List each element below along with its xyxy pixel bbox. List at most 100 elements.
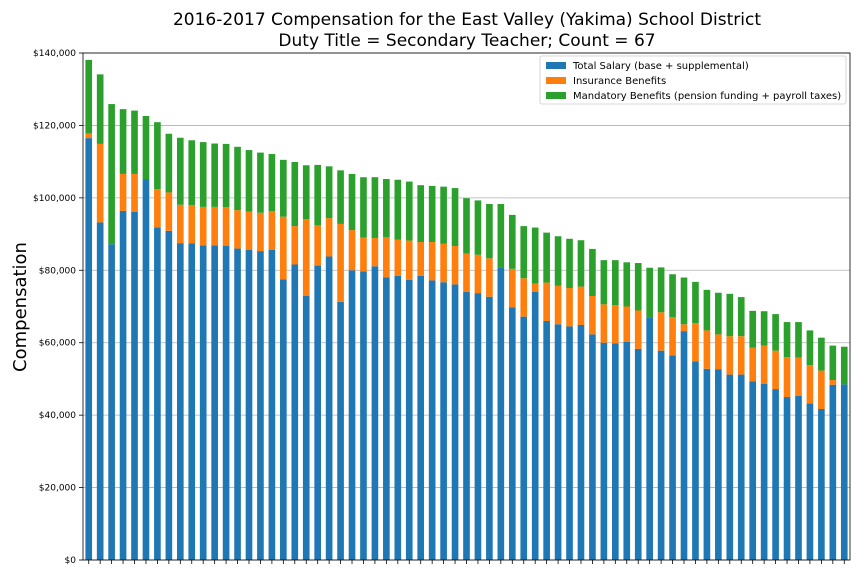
- bar-segment-salary: [348, 270, 356, 560]
- bar-segment-salary: [474, 293, 482, 560]
- bar-segment-mandatory: [703, 289, 711, 331]
- bar-segment-mandatory: [337, 170, 344, 224]
- bar-segment-mandatory: [314, 164, 321, 226]
- bar-segment-insurance: [520, 278, 528, 317]
- bar-segment-insurance: [806, 365, 814, 404]
- bar-segment-salary: [337, 301, 344, 560]
- bar-segment-salary: [394, 275, 402, 560]
- bar-segment-insurance: [531, 283, 539, 293]
- y-tick-label: $20,000: [39, 484, 76, 494]
- chart-subtitle: Duty Title = Secondary Teacher; Count = …: [278, 31, 655, 51]
- bar-segment-mandatory: [428, 185, 436, 243]
- bar-segment-insurance: [176, 204, 184, 244]
- bar-segment-salary: [234, 248, 241, 561]
- legend-entry: Insurance Benefits: [573, 76, 666, 87]
- bar-segment-mandatory: [440, 186, 447, 244]
- bar-segment-salary: [772, 389, 779, 560]
- bar-segment-salary: [508, 307, 516, 560]
- bar-segment-salary: [371, 266, 379, 560]
- bar-segment-insurance: [463, 253, 470, 293]
- legend-entry: Total Salary (base + supplemental): [572, 61, 749, 72]
- bar-segment-salary: [142, 179, 150, 561]
- bar-segment-insurance: [131, 173, 138, 212]
- bar-segment-insurance: [417, 242, 425, 276]
- bar-segment-mandatory: [245, 150, 253, 212]
- bar-segment-insurance: [280, 216, 287, 280]
- y-ticks: $0 $20,000 $40,000 $60,000 $80,000 $100,000 $1…: [33, 49, 83, 566]
- bar-segment-mandatory: [486, 204, 493, 259]
- bar-segment-salary: [795, 395, 802, 560]
- bar-segment-mandatory: [543, 232, 550, 283]
- bar-segment-insurance: [119, 173, 127, 211]
- legend-swatch: [546, 62, 566, 69]
- bar-segment-salary: [703, 368, 711, 560]
- bar-segment-salary: [806, 403, 814, 560]
- bar-segment-mandatory: [737, 297, 745, 337]
- x-ticks: [88, 560, 845, 564]
- bar-segment-salary: [737, 374, 745, 560]
- bar-segment-salary: [325, 256, 333, 560]
- bar-segment-insurance: [165, 192, 173, 231]
- bar-segment-insurance: [188, 205, 196, 244]
- bar-segment-salary: [715, 369, 722, 560]
- bar-segment-insurance: [749, 347, 757, 382]
- bar-segment-mandatory: [715, 292, 722, 335]
- bar-segment-mandatory: [795, 322, 802, 358]
- bar-segment-mandatory: [531, 227, 539, 284]
- bar-segment-mandatory: [234, 146, 241, 211]
- legend-swatch: [546, 92, 566, 99]
- bar-segment-mandatory: [85, 59, 93, 134]
- bar-segment-salary: [692, 361, 699, 560]
- legend: Total Salary (base + supplemental) Insura…: [539, 55, 847, 105]
- bar-segment-insurance: [715, 334, 722, 370]
- bar-segment-salary: [360, 271, 367, 560]
- bar-segment-mandatory: [108, 104, 115, 245]
- bar-segment-insurance: [554, 285, 562, 325]
- bar-segment-insurance: [760, 345, 768, 384]
- bar-segment-salary: [440, 282, 447, 560]
- bar-segment-insurance: [291, 226, 299, 265]
- y-tick-label: $60,000: [39, 339, 76, 349]
- bar-segment-mandatory: [222, 143, 230, 208]
- bar-segment-mandatory: [646, 267, 653, 318]
- bar-segment-mandatory: [669, 274, 676, 318]
- bar-segment-insurance: [795, 357, 802, 396]
- bar-segment-insurance: [508, 268, 516, 308]
- bar-segment-salary: [840, 384, 848, 560]
- bar-segment-insurance: [680, 324, 688, 332]
- bar-segment-mandatory: [405, 181, 413, 241]
- bar-segment-insurance: [783, 357, 791, 398]
- bar-segment-mandatory: [577, 240, 585, 287]
- bar-segment-insurance: [703, 330, 711, 369]
- y-tick-label: $140,000: [33, 49, 76, 59]
- bar-segment-insurance: [486, 258, 493, 297]
- bar-segment-mandatory: [520, 226, 528, 279]
- bar-segment-insurance: [474, 254, 482, 294]
- bar-segment-insurance: [612, 305, 619, 344]
- bar-segment-salary: [245, 250, 253, 560]
- bar-segment-mandatory: [508, 214, 516, 269]
- bar-segment-salary: [760, 383, 768, 560]
- bar-segment-salary: [623, 341, 631, 560]
- bar-segment-insurance: [199, 206, 207, 246]
- bar-segment-salary: [589, 334, 596, 560]
- bar-segment-insurance: [543, 282, 550, 321]
- bar-segment-salary: [520, 316, 528, 560]
- bar-segment-insurance: [325, 218, 333, 257]
- bar-segment-insurance: [211, 206, 218, 246]
- bar-segment-salary: [554, 324, 562, 560]
- bar-segment-insurance: [692, 323, 699, 362]
- bar-segment-salary: [257, 251, 264, 560]
- bar-segment-insurance: [383, 237, 390, 278]
- bar-segment-salary: [188, 243, 196, 561]
- bar-segment-salary: [463, 292, 470, 560]
- bar-segment-salary: [451, 284, 459, 560]
- bar-segment-salary: [749, 381, 757, 560]
- bar-segment-salary: [176, 243, 184, 560]
- bar-segment-salary: [783, 397, 791, 560]
- bar-segment-insurance: [314, 225, 321, 266]
- bar-segment-insurance: [85, 133, 93, 139]
- bar-segment-mandatory: [726, 293, 734, 337]
- bar-segment-salary: [600, 342, 608, 560]
